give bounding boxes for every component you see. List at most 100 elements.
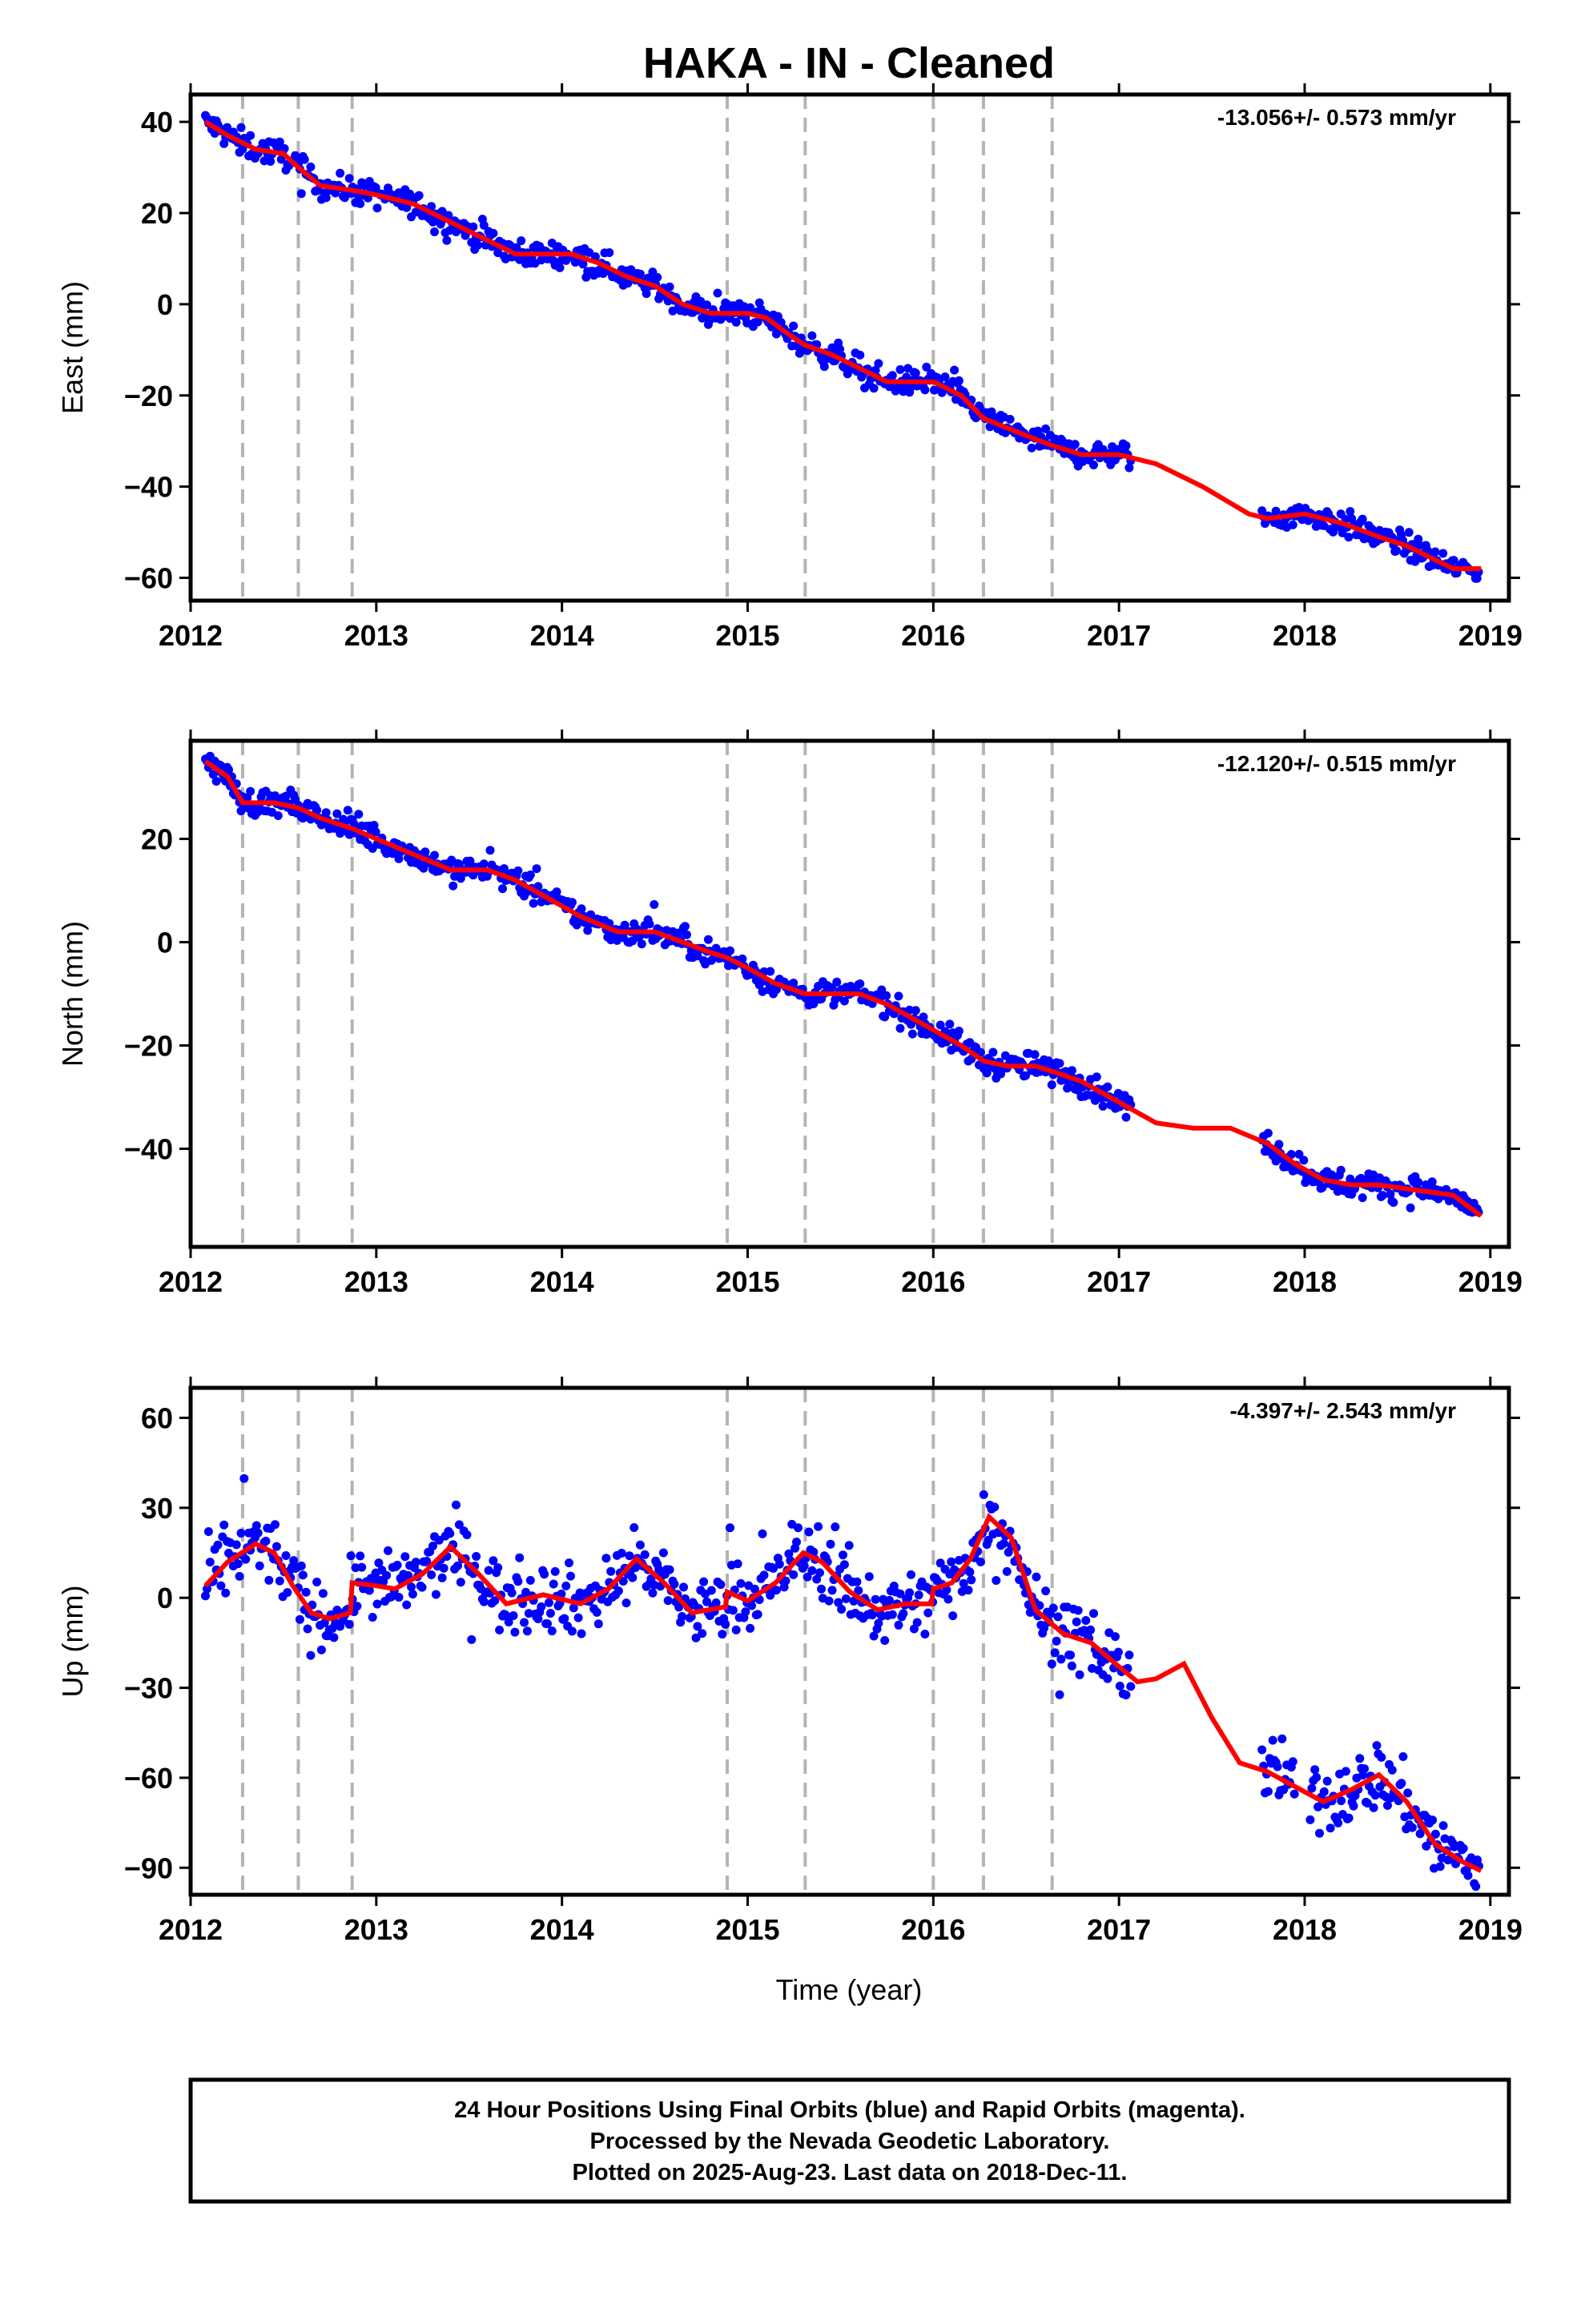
up-data-point	[205, 1558, 215, 1567]
east-data-point	[469, 222, 478, 231]
up-data-point	[867, 1610, 877, 1620]
up-data-point	[255, 1561, 264, 1570]
up-data-point	[1050, 1648, 1060, 1658]
east-data-point	[911, 368, 920, 378]
east-data-point	[665, 282, 674, 292]
up-data-point	[565, 1558, 573, 1568]
up-data-point	[422, 1557, 432, 1566]
up-data-point	[1471, 1882, 1481, 1892]
north-data-point	[211, 777, 221, 786]
north-x-tick-label: 2012	[159, 1265, 223, 1298]
up-data-point	[753, 1610, 762, 1619]
north-x-tick-label: 2013	[344, 1265, 408, 1298]
up-data-point	[1047, 1659, 1056, 1669]
up-data-point	[630, 1523, 639, 1532]
up-data-point	[352, 1602, 362, 1611]
up-data-point	[456, 1578, 465, 1587]
up-data-point	[1369, 1803, 1378, 1812]
up-data-point	[221, 1588, 231, 1598]
east-data-point	[479, 220, 489, 230]
up-data-point	[513, 1577, 523, 1586]
up-data-point	[706, 1586, 716, 1595]
up-data-point	[733, 1559, 742, 1569]
east-data-point	[869, 384, 879, 393]
up-data-point	[1048, 1603, 1058, 1613]
north-data-point	[726, 946, 734, 955]
east-y-axis-label: East (mm)	[56, 281, 89, 414]
east-x-tick-label: 2018	[1273, 619, 1337, 652]
east-data-point	[987, 407, 996, 416]
up-data-point	[318, 1589, 328, 1598]
up-data-point	[261, 1536, 271, 1546]
up-data-point	[1326, 1823, 1335, 1833]
up-data-point	[948, 1611, 958, 1621]
up-data-point	[1415, 1829, 1425, 1839]
up-y-tick-label: 30	[141, 1492, 173, 1525]
up-data-point	[1387, 1765, 1397, 1775]
up-data-point	[920, 1630, 930, 1638]
up-data-point	[852, 1577, 862, 1586]
up-data-point	[678, 1612, 687, 1621]
up-data-point	[1115, 1681, 1124, 1691]
east-y-tick-label: 40	[141, 106, 173, 139]
north-data-point	[465, 856, 475, 866]
east-data-point	[642, 289, 651, 299]
up-data-point	[1121, 1691, 1131, 1699]
up-data-point	[283, 1588, 292, 1597]
east-y-tick-label: −20	[124, 380, 173, 412]
up-data-point	[617, 1549, 626, 1558]
up-data-point	[1370, 1791, 1380, 1800]
east-x-tick-label: 2019	[1458, 619, 1523, 652]
east-data-point	[300, 155, 309, 164]
east-model-line	[203, 119, 1482, 572]
up-data-point	[625, 1551, 634, 1561]
up-x-tick-label: 2019	[1458, 1913, 1523, 1946]
up-y-axis-label: Up (mm)	[56, 1586, 89, 1698]
north-data-point	[552, 887, 561, 897]
north-data-point	[839, 996, 849, 1006]
up-data-point	[947, 1557, 956, 1566]
east-data-point	[653, 272, 662, 282]
north-data-point	[650, 900, 659, 909]
east-data-point	[623, 279, 633, 288]
north-data-point	[567, 898, 577, 907]
up-data-point	[718, 1630, 727, 1639]
north-data-point	[894, 991, 903, 1001]
east-data-point	[1005, 415, 1015, 424]
north-data-point	[1274, 1140, 1284, 1149]
north-data-point	[1030, 1050, 1040, 1059]
up-data-point	[967, 1575, 976, 1585]
up-data-point	[544, 1598, 553, 1607]
north-data-point	[371, 827, 380, 837]
up-data-point	[679, 1582, 688, 1592]
north-data-point	[855, 979, 865, 988]
up-data-point	[1319, 1787, 1329, 1796]
north-data-point	[312, 806, 322, 815]
east-data-point	[702, 300, 711, 310]
up-data-point	[1344, 1813, 1354, 1823]
up-data-point	[758, 1529, 767, 1538]
up-data-point	[613, 1586, 623, 1596]
up-offset-lines	[240, 1388, 1054, 1895]
up-plot-frame	[188, 1385, 1511, 1897]
up-data-point	[792, 1538, 801, 1546]
up-data-point	[721, 1619, 730, 1629]
up-data-point	[453, 1561, 462, 1570]
up-data-point	[543, 1619, 552, 1629]
north-data-point	[572, 920, 581, 930]
east-data-point	[276, 155, 286, 164]
north-data-point	[945, 1019, 955, 1029]
north-plot-frame	[188, 738, 1511, 1249]
up-data-point	[467, 1634, 477, 1644]
up-data-point	[1377, 1752, 1386, 1762]
up-data-point	[1103, 1674, 1112, 1683]
up-data-point	[963, 1586, 973, 1595]
up-data-point	[306, 1651, 316, 1660]
east-data-point	[1404, 528, 1414, 537]
east-data-point	[236, 123, 246, 132]
up-data-point	[992, 1576, 1001, 1585]
north-y-axis-label: North (mm)	[56, 921, 89, 1067]
north-data-point	[637, 939, 646, 949]
north-x-tick-label: 2016	[901, 1265, 965, 1298]
up-data-point	[799, 1561, 809, 1570]
